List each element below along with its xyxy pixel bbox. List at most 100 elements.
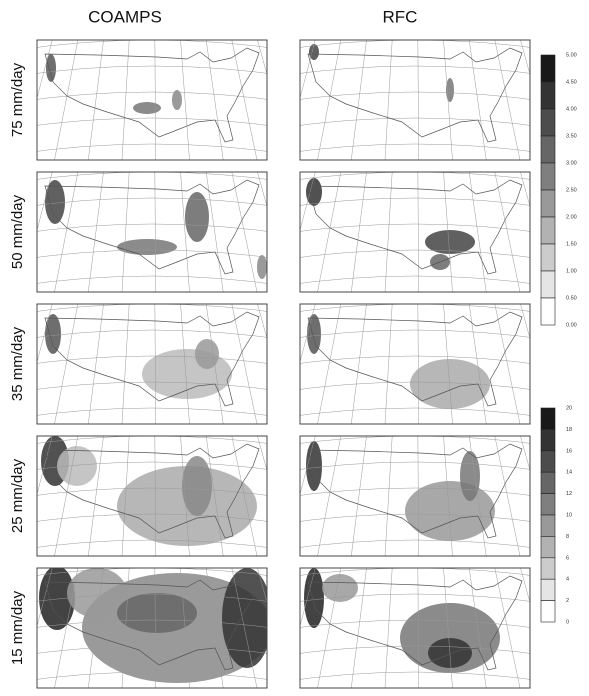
longitude-line bbox=[417, 172, 419, 292]
longitude-line bbox=[121, 40, 130, 160]
latitude-line bbox=[37, 619, 267, 628]
latitude-line bbox=[300, 487, 530, 496]
longitude-line bbox=[88, 436, 104, 556]
longitude-line bbox=[417, 436, 419, 556]
map-background bbox=[300, 40, 530, 160]
latitude-line bbox=[37, 329, 267, 338]
longitude-line bbox=[384, 436, 393, 556]
map-content bbox=[37, 172, 267, 292]
longitude-line bbox=[443, 436, 453, 556]
map-frame bbox=[36, 171, 268, 293]
longitude-line bbox=[384, 568, 393, 688]
colorbar-label: 5.00 bbox=[566, 52, 577, 58]
colorbar-label: 18 bbox=[566, 427, 572, 433]
longitude-line bbox=[257, 172, 267, 208]
precip-area bbox=[222, 568, 267, 668]
longitude-line bbox=[443, 40, 453, 160]
longitude-line bbox=[317, 40, 342, 160]
longitude-line bbox=[417, 568, 419, 688]
column-title: COAMPS bbox=[88, 7, 162, 26]
longitude-line bbox=[384, 304, 393, 424]
colorbar-swatch bbox=[540, 81, 556, 110]
latitude-line bbox=[300, 539, 530, 548]
map-panel bbox=[299, 39, 531, 161]
map-content bbox=[300, 172, 530, 292]
colorbar-label: 20 bbox=[566, 405, 572, 411]
longitude-line bbox=[231, 304, 258, 424]
precip-area bbox=[182, 456, 212, 516]
colorbar-swatch bbox=[540, 243, 556, 272]
colorbar-label: 3.00 bbox=[566, 160, 577, 166]
colorbar-label: 14 bbox=[566, 470, 572, 476]
colorbar-label: 10 bbox=[566, 512, 572, 518]
precip-area bbox=[117, 593, 197, 633]
precip-area bbox=[46, 54, 56, 82]
colorbar-swatch bbox=[540, 536, 556, 559]
map-frame bbox=[299, 171, 531, 293]
longitude-line bbox=[180, 172, 190, 292]
map-content bbox=[37, 304, 267, 424]
latitude-line bbox=[300, 593, 530, 602]
latitude-line bbox=[37, 539, 267, 548]
colorbar-swatch bbox=[540, 514, 556, 537]
map-content bbox=[300, 304, 530, 424]
map-panel bbox=[299, 435, 531, 557]
map-panel bbox=[36, 567, 268, 689]
longitude-line bbox=[384, 40, 393, 160]
latitude-line bbox=[300, 329, 530, 338]
map-frame bbox=[299, 303, 531, 425]
longitude-line bbox=[54, 172, 79, 292]
latitude-line bbox=[37, 461, 267, 470]
latitude-line bbox=[300, 91, 530, 100]
longitude-line bbox=[443, 304, 453, 424]
longitude-line bbox=[417, 304, 419, 424]
precip-area bbox=[306, 178, 322, 206]
longitude-line bbox=[351, 304, 367, 424]
longitude-line bbox=[351, 40, 367, 160]
longitude-line bbox=[468, 304, 487, 424]
precip-area bbox=[322, 574, 358, 602]
colorbar-swatch bbox=[540, 216, 556, 245]
latitude-line bbox=[37, 645, 267, 654]
longitude-line bbox=[121, 304, 130, 424]
longitude-line bbox=[520, 568, 530, 604]
longitude-line bbox=[520, 304, 530, 340]
longitude-line bbox=[317, 304, 342, 424]
colorbar-swatch bbox=[540, 450, 556, 473]
longitude-line bbox=[494, 40, 521, 160]
colorbar-label: 6 bbox=[566, 555, 569, 561]
precip-area bbox=[446, 78, 454, 102]
longitude-line bbox=[205, 568, 224, 688]
longitude-line bbox=[443, 568, 453, 688]
longitude-line bbox=[180, 40, 190, 160]
colorbar-swatch bbox=[540, 600, 556, 623]
longitude-line bbox=[257, 568, 267, 604]
precip-area bbox=[410, 359, 490, 409]
us-outline bbox=[44, 311, 260, 407]
latitude-line bbox=[37, 487, 267, 496]
longitude-line bbox=[154, 40, 156, 160]
latitude-line bbox=[300, 513, 530, 522]
latitude-line bbox=[300, 197, 530, 206]
us-outline bbox=[44, 443, 260, 539]
precip-area bbox=[195, 339, 219, 369]
latitude-line bbox=[37, 671, 267, 680]
colorbar-label: 12 bbox=[566, 491, 572, 497]
latitude-line bbox=[37, 223, 267, 232]
precip-area bbox=[133, 102, 161, 114]
longitude-line bbox=[351, 172, 367, 292]
latitude-line bbox=[37, 593, 267, 602]
map-background bbox=[37, 40, 267, 160]
longitude-line bbox=[88, 172, 104, 292]
precip-area bbox=[307, 314, 321, 354]
colorbar-swatch bbox=[540, 297, 556, 326]
colorbar-label: 0 bbox=[566, 619, 569, 625]
colorbar-label: 1.00 bbox=[566, 268, 577, 274]
map-frame bbox=[299, 435, 531, 557]
longitude-line bbox=[205, 40, 224, 160]
longitude-line bbox=[468, 40, 487, 160]
colorbar-label: 16 bbox=[566, 448, 572, 454]
colorbar-swatch bbox=[540, 493, 556, 516]
longitude-line bbox=[494, 436, 521, 556]
